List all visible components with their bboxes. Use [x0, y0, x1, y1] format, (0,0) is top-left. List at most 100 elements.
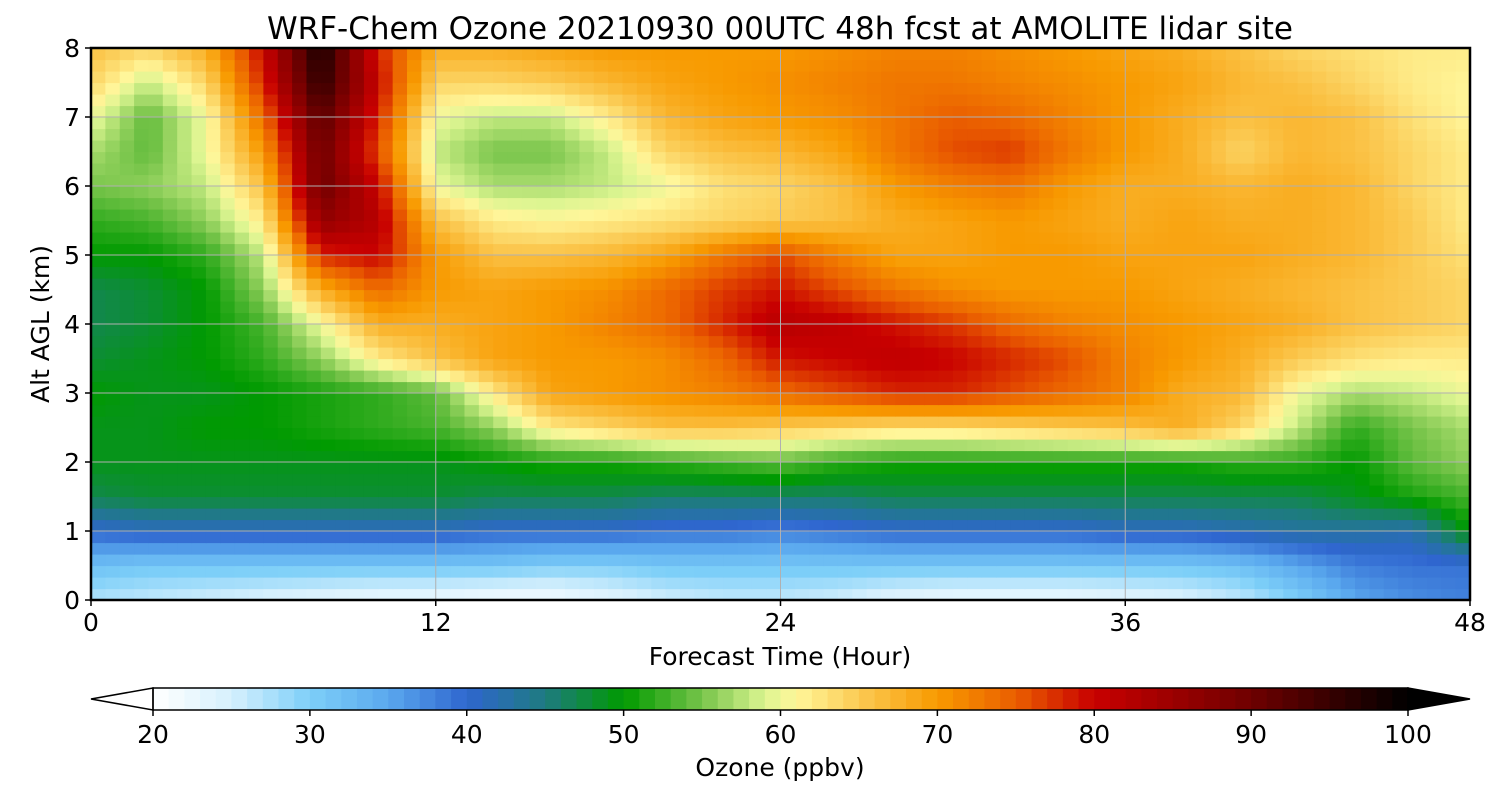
heatmap-cell: [1082, 324, 1098, 337]
heatmap-cell: [421, 266, 437, 279]
heatmap-cell: [852, 473, 868, 486]
heatmap-cell: [636, 94, 652, 107]
heatmap-cell: [794, 393, 810, 406]
heatmap-cell: [1311, 82, 1327, 95]
heatmap-cell: [1125, 301, 1141, 314]
heatmap-cell: [809, 186, 825, 199]
heatmap-cell: [579, 48, 595, 61]
heatmap-cell: [1455, 358, 1471, 371]
heatmap-cell: [1197, 59, 1213, 72]
heatmap-cell: [1283, 462, 1299, 475]
heatmap-cell: [249, 347, 264, 360]
heatmap-cell: [119, 59, 135, 72]
heatmap-cell: [378, 255, 394, 268]
heatmap-cell: [177, 140, 193, 153]
heatmap-cell: [665, 462, 681, 475]
heatmap-cell: [1082, 427, 1098, 440]
heatmap-cell: [766, 531, 782, 544]
heatmap-cell: [1326, 59, 1342, 72]
heatmap-cell: [909, 531, 925, 544]
heatmap-cell: [852, 554, 868, 567]
heatmap-cell: [507, 71, 523, 84]
heatmap-cell: [665, 393, 681, 406]
heatmap-cell: [823, 519, 839, 532]
heatmap-cell: [306, 186, 322, 199]
heatmap-cell: [1182, 94, 1198, 107]
heatmap-cell: [450, 381, 466, 394]
heatmap-cell: [392, 117, 408, 130]
heatmap-cell: [205, 220, 221, 233]
heatmap-cell: [1355, 450, 1371, 463]
heatmap-cell: [708, 94, 724, 107]
heatmap-cell: [1369, 82, 1385, 95]
heatmap-cell: [708, 278, 724, 291]
heatmap-cell: [550, 565, 566, 578]
heatmap-cell: [1197, 335, 1213, 348]
heatmap-cell: [967, 105, 983, 118]
heatmap-cell: [780, 565, 796, 578]
heatmap-cell: [565, 496, 580, 509]
heatmap-cell: [1426, 174, 1442, 187]
heatmap-cell: [895, 358, 911, 371]
heatmap-cell: [823, 289, 839, 302]
heatmap-cell: [895, 370, 911, 383]
heatmap-cell: [378, 347, 394, 360]
heatmap-cell: [263, 381, 279, 394]
heatmap-cell: [694, 174, 710, 187]
heatmap-cell: [679, 71, 695, 84]
heatmap-cell: [1412, 209, 1428, 222]
heatmap-cell: [794, 542, 810, 555]
heatmap-cell: [1197, 48, 1213, 61]
heatmap-cell: [924, 243, 940, 256]
heatmap-cell: [809, 393, 825, 406]
heatmap-cell: [105, 301, 121, 314]
heatmap-cell: [1283, 255, 1299, 268]
heatmap-cell: [924, 278, 940, 291]
heatmap-cell: [1254, 174, 1270, 187]
heatmap-cell: [794, 232, 810, 245]
heatmap-cell: [694, 508, 710, 521]
heatmap-cell: [1240, 508, 1256, 521]
heatmap-cell: [565, 209, 580, 222]
heatmap-cell: [177, 220, 193, 233]
heatmap-cell: [1355, 358, 1371, 371]
heatmap-cell: [320, 335, 336, 348]
heatmap-cell: [292, 163, 308, 176]
heatmap-cell: [565, 266, 580, 279]
heatmap-cell: [809, 163, 825, 176]
heatmap-cell: [1010, 496, 1026, 509]
heatmap-cell: [464, 485, 480, 498]
heatmap-cell: [536, 450, 552, 463]
heatmap-cell: [1153, 519, 1169, 532]
heatmap-cell: [162, 370, 178, 383]
heatmap-cell: [1441, 416, 1457, 429]
heatmap-cell: [679, 59, 695, 72]
heatmap-cell: [1182, 370, 1198, 383]
heatmap-cell: [766, 347, 782, 360]
heatmap-cell: [335, 370, 351, 383]
heatmap-cell: [1355, 197, 1371, 210]
heatmap-cell: [263, 243, 279, 256]
heatmap-cell: [234, 278, 250, 291]
heatmap-cell: [464, 117, 480, 130]
heatmap-cell: [565, 197, 580, 210]
heatmap-cell: [866, 266, 882, 279]
heatmap-cell: [134, 393, 150, 406]
heatmap-cell: [1125, 462, 1141, 475]
heatmap-cell: [507, 427, 523, 440]
heatmap-cell: [550, 71, 566, 84]
heatmap-cell: [378, 289, 394, 302]
heatmap-cell: [1053, 255, 1069, 268]
heatmap-cell: [1197, 174, 1213, 187]
heatmap-cell: [866, 531, 882, 544]
heatmap-cell: [1225, 48, 1241, 61]
heatmap-cell: [723, 381, 738, 394]
heatmap-cell: [320, 186, 336, 199]
heatmap-cell: [292, 174, 308, 187]
heatmap-cell: [363, 427, 379, 440]
heatmap-cell: [1139, 278, 1155, 291]
heatmap-cell: [306, 163, 322, 176]
heatmap-cell: [435, 427, 451, 440]
heatmap-cell: [148, 531, 164, 544]
heatmap-cell: [1053, 565, 1069, 578]
